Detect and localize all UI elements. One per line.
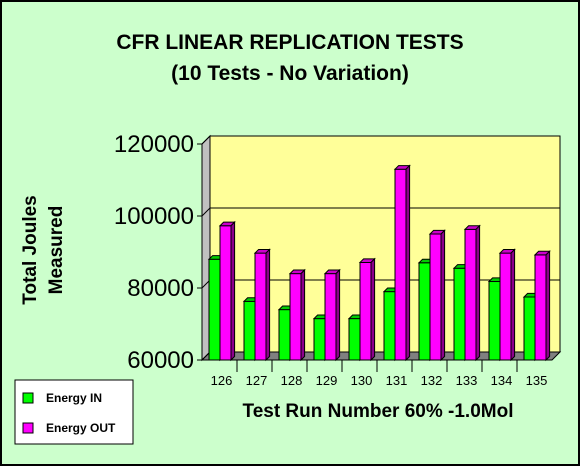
legend-label-energy-in: Energy IN [46,391,102,405]
bar-energy-in [348,318,361,361]
bar-side [405,164,411,362]
x-tick-label: 128 [281,373,303,388]
bar-energy-out [289,273,302,361]
x-tick-label: 130 [351,373,373,388]
bar-energy-in [418,262,431,361]
y-tick-label: 100000 [114,203,194,230]
bar-energy-out [499,252,512,361]
bar-energy-out [359,261,372,361]
bar-energy-out [464,228,477,361]
bar-side [475,224,481,362]
bar-energy-out [254,252,267,361]
bar-side [370,257,376,362]
y-tick-label: 120000 [114,131,194,158]
bar-side [545,250,551,362]
x-tick-label: 131 [386,373,408,388]
gridline-side [201,135,211,145]
chart-subtitle: (10 Tests - No Variation) [171,62,409,85]
bars [207,164,551,362]
bar-energy-out [324,273,337,361]
x-axis-label: Test Run Number 60% -1.0Mol [243,401,514,422]
bar-energy-in [383,291,396,361]
bar-energy-in [488,281,501,361]
x-tick-label: 129 [316,373,338,388]
y-tick-label: 60000 [127,347,194,374]
bar-energy-in [313,318,326,361]
y-axis-label-line1: Total Joules [20,195,41,304]
x-tick-label: 127 [246,373,268,388]
bar-energy-out [429,233,442,361]
axis-ticks: 60000 80000 100000 120000 126 127 128 129 130 131… [114,131,552,388]
x-tick-label: 133 [456,373,478,388]
y-axis-label-line2: Measured [46,206,67,295]
bar-energy-in [208,258,221,361]
bar-side [335,268,341,362]
legend-swatch-energy-in [22,392,34,404]
bar-energy-out [534,254,547,361]
legend-box [14,379,134,445]
bar-energy-out [219,225,232,361]
bar-side [230,220,236,362]
x-tick-label: 126 [211,373,233,388]
bar-energy-in [453,267,466,361]
x-tick-label: 134 [491,373,513,388]
legend-label-energy-out: Energy OUT [46,421,116,435]
bar-energy-in [243,300,256,361]
legend-swatch-energy-out [22,422,34,434]
bar-side [440,229,446,362]
y-tick-label: 80000 [127,275,194,302]
bar-side [265,248,271,362]
bar-energy-in [278,309,291,361]
bar-side [300,268,306,362]
bar-energy-out [394,168,407,361]
legend: Energy IN Energy OUT [14,379,134,445]
chart-title: CFR LINEAR REPLICATION TESTS [116,31,463,54]
bar-side [510,248,516,362]
x-tick-label: 132 [421,373,443,388]
x-tick-label: 135 [526,373,548,388]
bar-energy-in [523,296,536,361]
gridline-side [201,207,211,217]
